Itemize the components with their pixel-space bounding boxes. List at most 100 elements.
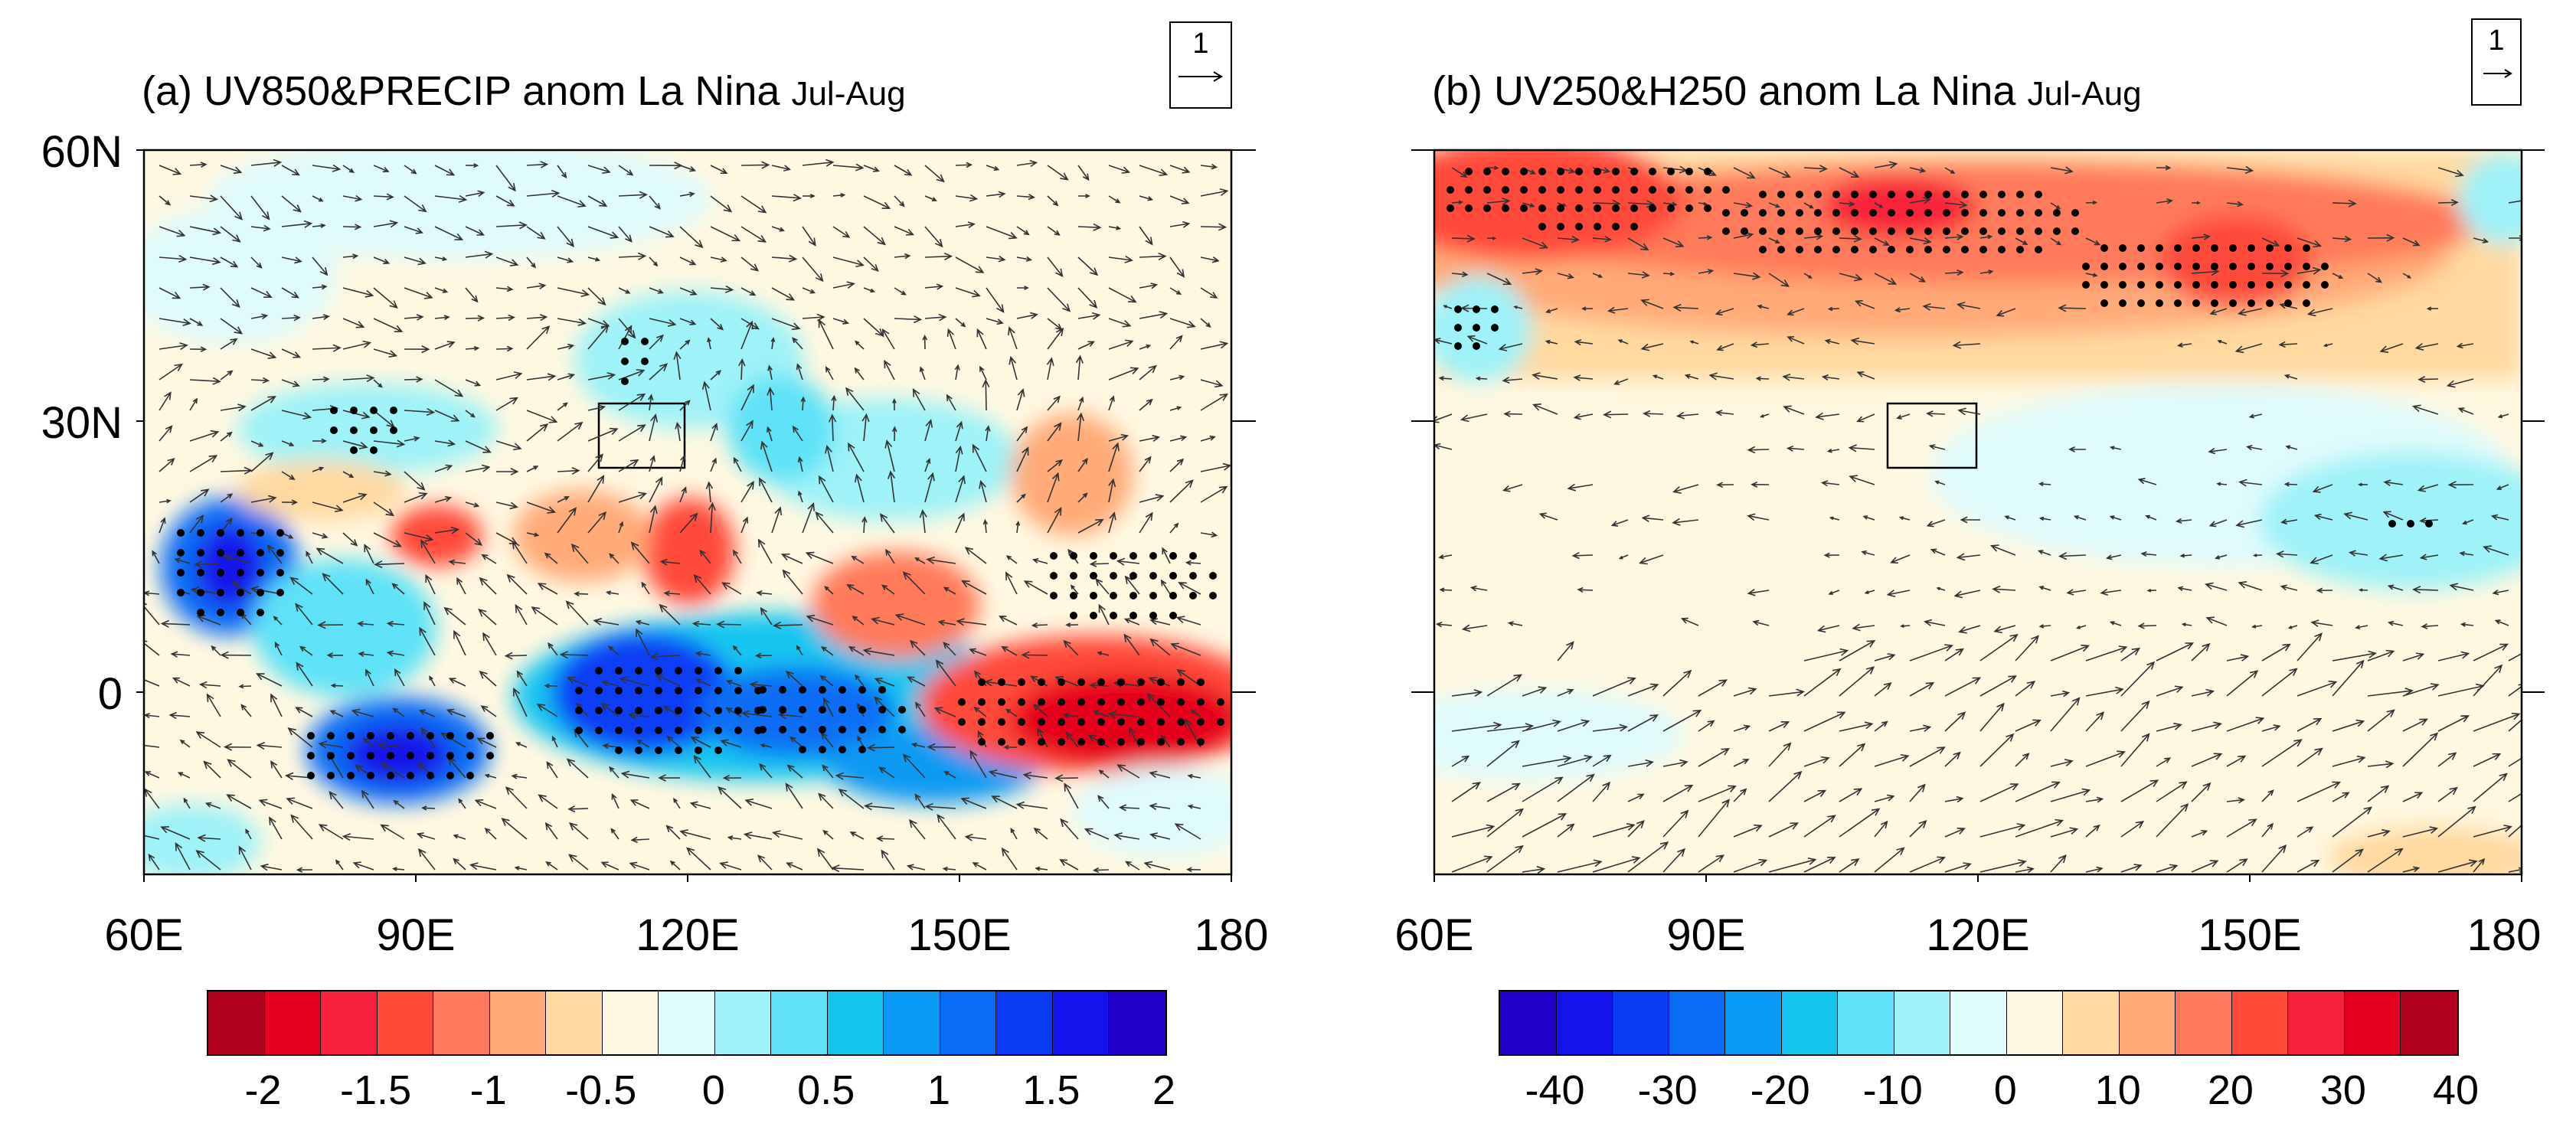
wind-vector <box>1874 847 1905 873</box>
wind-vector <box>1944 201 1968 209</box>
significance-dot <box>237 569 244 577</box>
wind-vector <box>1108 511 1116 534</box>
wind-vector <box>1169 522 1179 534</box>
wind-vector <box>1662 669 1692 697</box>
significance-dot <box>1050 592 1058 599</box>
wind-vector <box>211 645 221 656</box>
wind-vector <box>2367 688 2414 697</box>
wind-vector <box>281 314 301 322</box>
wind-vector <box>915 701 926 717</box>
wind-vector <box>800 396 806 411</box>
wind-vector <box>2316 587 2333 593</box>
wind-vector <box>2310 619 2333 627</box>
wind-vector <box>2382 511 2404 521</box>
significance-dot <box>177 589 185 596</box>
wind-vector <box>1627 841 1669 873</box>
significance-dot <box>1814 209 1822 217</box>
wind-vector <box>1466 335 1488 345</box>
wind-vector <box>2050 759 2074 767</box>
wind-vector <box>956 618 987 626</box>
wind-vector <box>557 195 587 207</box>
significance-dot <box>2174 299 2182 307</box>
wind-vector <box>479 670 497 687</box>
significance-dot <box>2211 244 2218 252</box>
wind-vector <box>1610 519 1629 527</box>
significance-dot <box>799 746 806 753</box>
significance-dot <box>1077 698 1085 706</box>
wind-vector <box>756 590 773 596</box>
significance-dot <box>350 407 358 414</box>
wind-vector <box>955 420 963 442</box>
significance-dot <box>2119 281 2127 289</box>
wind-vector <box>937 619 956 626</box>
wind-vector <box>863 226 886 246</box>
significance-dot <box>367 752 374 760</box>
wind-vector <box>1108 255 1133 263</box>
wind-vector <box>740 195 767 214</box>
wind-vector <box>1747 446 1770 454</box>
wind-vector <box>1022 772 1048 780</box>
colorbar-label: -30 <box>1637 1067 1698 1113</box>
wind-vector <box>641 581 650 595</box>
wind-vector <box>434 410 460 422</box>
significance-dot <box>2016 209 2024 217</box>
wind-vector <box>1059 859 1079 871</box>
wind-vector <box>2323 343 2333 348</box>
wind-vector <box>1443 305 1453 309</box>
wind-vector <box>1675 411 1699 420</box>
wind-vector <box>203 760 221 779</box>
wind-vector <box>961 580 987 595</box>
significance-dot <box>635 707 642 714</box>
wind-vector <box>404 376 423 383</box>
significance-dot <box>1491 324 1499 332</box>
wind-vector <box>440 732 466 748</box>
colorbar-label: 0 <box>701 1067 725 1113</box>
wind-vector <box>342 410 371 420</box>
wind-vector <box>662 705 681 717</box>
wind-vector <box>1047 287 1071 312</box>
wind-vector <box>1627 200 1656 208</box>
wind-vector <box>330 683 344 688</box>
wind-vector <box>198 681 221 689</box>
wind-vector <box>373 287 398 309</box>
wind-vector <box>771 194 802 202</box>
significance-dot <box>958 718 966 726</box>
wind-vector <box>1592 236 1613 243</box>
wind-vector <box>2015 818 2064 838</box>
wind-vector <box>1077 341 1095 350</box>
significance-dot <box>1038 698 1045 706</box>
significance-dot <box>978 738 986 746</box>
significance-dot <box>2071 227 2079 235</box>
significance-dot <box>427 752 434 760</box>
panel-b-significance-dots <box>1447 168 2433 528</box>
significance-dot <box>197 589 204 596</box>
wind-vector <box>1451 234 1476 243</box>
wind-vector <box>1909 783 1926 802</box>
panel-b-period: Jul-Aug <box>2027 75 2142 113</box>
wind-vector <box>2120 647 2141 662</box>
wind-vector <box>1662 710 1702 732</box>
wind-vector <box>274 641 283 656</box>
wind-vector <box>863 195 891 209</box>
significance-dot <box>1612 168 1620 175</box>
significance-dot <box>1097 678 1105 686</box>
panel-b-title-main: UV250&H250 anom La Nina <box>1494 68 2016 114</box>
wind-vector <box>610 828 619 840</box>
wind-vector <box>1107 710 1140 719</box>
significance-dot <box>2247 244 2255 252</box>
significance-dot <box>2266 263 2274 270</box>
wind-vector <box>1874 237 1890 246</box>
wind-vector <box>1077 492 1088 503</box>
colorbar-label: -1.5 <box>340 1067 412 1113</box>
wind-vector <box>2156 864 2179 873</box>
wind-vector <box>1944 677 1982 697</box>
wind-vector <box>855 340 865 350</box>
wind-vector <box>721 582 742 595</box>
significance-dot <box>1594 168 1601 175</box>
wind-vector <box>649 334 664 350</box>
wind-vector <box>514 865 528 871</box>
wind-vector <box>335 859 344 871</box>
significance-dot <box>276 549 284 557</box>
wind-vector <box>168 711 191 720</box>
wind-vector <box>691 620 711 627</box>
